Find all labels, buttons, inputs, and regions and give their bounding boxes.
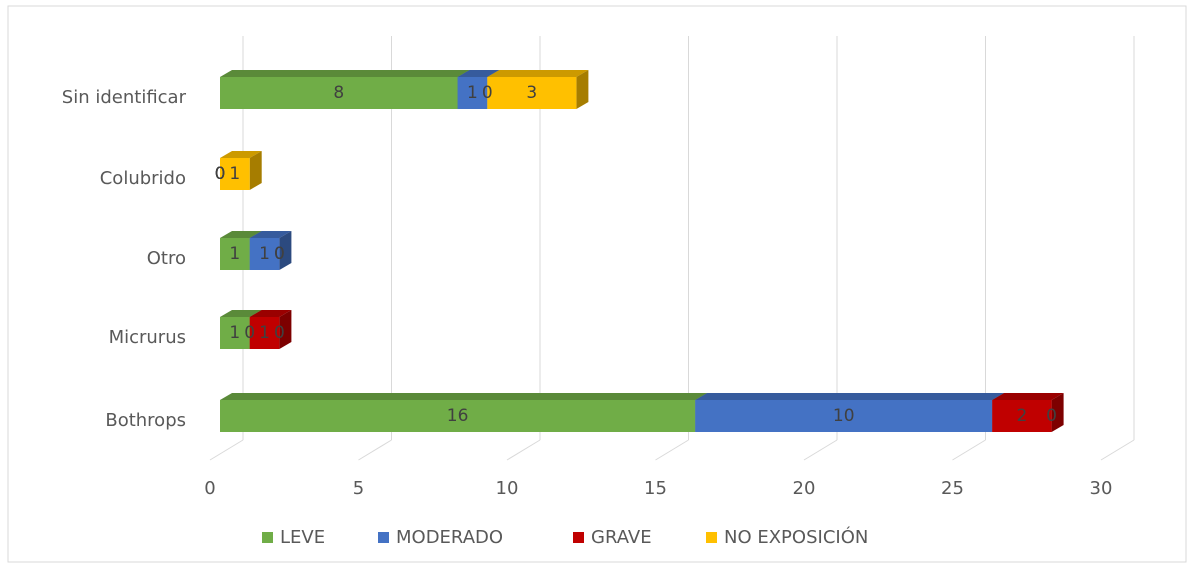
grid-floor (803, 439, 838, 461)
data-label: 0 (482, 83, 493, 103)
legend-swatch (378, 532, 389, 543)
data-label: 2 (1016, 406, 1027, 426)
data-label: 0 (215, 164, 226, 184)
data-label: 0 (215, 164, 226, 184)
bar-side (1051, 393, 1064, 432)
data-label: 1 (229, 323, 240, 343)
data-label: 8 (333, 83, 344, 103)
bar-top (220, 70, 470, 77)
bar (695, 400, 993, 432)
x-tick-label: 15 (644, 478, 667, 499)
bar-top (220, 393, 708, 400)
grid-floor (209, 439, 244, 461)
bar (220, 400, 696, 432)
x-tick-label: 5 (353, 478, 364, 499)
data-label: 1 (259, 244, 270, 264)
grid-floor (655, 439, 689, 461)
data-label: 1 (259, 323, 270, 343)
bar (249, 317, 280, 349)
bar-top (695, 393, 1005, 400)
grid-floor (358, 439, 392, 461)
bar (457, 77, 488, 109)
bar-top (220, 231, 262, 238)
bar-top (992, 393, 1064, 400)
bar (220, 77, 458, 109)
legend-label: GRAVE (591, 527, 652, 548)
data-label: 0 (274, 244, 285, 264)
x-tick-label: 0 (204, 478, 215, 499)
bar (487, 77, 577, 109)
bar (220, 317, 250, 349)
data-label: 1 (229, 244, 240, 264)
grid-floor (1100, 439, 1135, 461)
data-label: 1 (467, 83, 478, 103)
bar-top (249, 231, 292, 238)
bar (220, 238, 250, 270)
bar-top (220, 310, 262, 317)
data-label: 0 (215, 164, 226, 184)
legend-swatch (262, 532, 273, 543)
legend-swatch (573, 532, 584, 543)
bar (220, 158, 250, 190)
x-tick-label: 20 (793, 478, 816, 499)
y-tick-label: Micrurus (109, 327, 186, 348)
x-tick-label: 25 (941, 478, 964, 499)
legend-label: LEVE (280, 527, 325, 548)
bar-side (249, 151, 262, 190)
legend-swatch (706, 532, 717, 543)
bar-side (576, 70, 589, 109)
x-tick-label: 30 (1090, 478, 1113, 499)
bar-side (279, 310, 292, 349)
grid-floor (952, 439, 986, 461)
x-tick-label: 10 (496, 478, 519, 499)
bar-top (220, 151, 262, 158)
data-label: 1 (229, 164, 240, 184)
chart-border (7, 5, 1187, 563)
bar (249, 238, 280, 270)
grid-floor (506, 439, 541, 461)
data-label: 3 (526, 83, 537, 103)
y-tick-label: Otro (147, 248, 186, 269)
legend-label: NO EXPOSICIÓN (724, 526, 868, 548)
bar-top (487, 70, 589, 77)
y-tick-label: Sin identificar (62, 87, 187, 108)
bar-top (249, 310, 292, 317)
data-label: 16 (447, 406, 469, 426)
data-label: 0 (244, 323, 255, 343)
bar-top (457, 70, 500, 77)
data-label: 0 (274, 323, 285, 343)
data-label: 0 (1046, 406, 1057, 426)
legend-label: MODERADO (396, 527, 503, 548)
y-tick-label: Bothrops (105, 410, 186, 431)
data-label: 0 (274, 244, 285, 264)
data-label: 10 (833, 406, 855, 426)
bar-side (279, 231, 292, 270)
y-tick-label: Colubrido (100, 168, 186, 189)
bar (992, 400, 1052, 432)
